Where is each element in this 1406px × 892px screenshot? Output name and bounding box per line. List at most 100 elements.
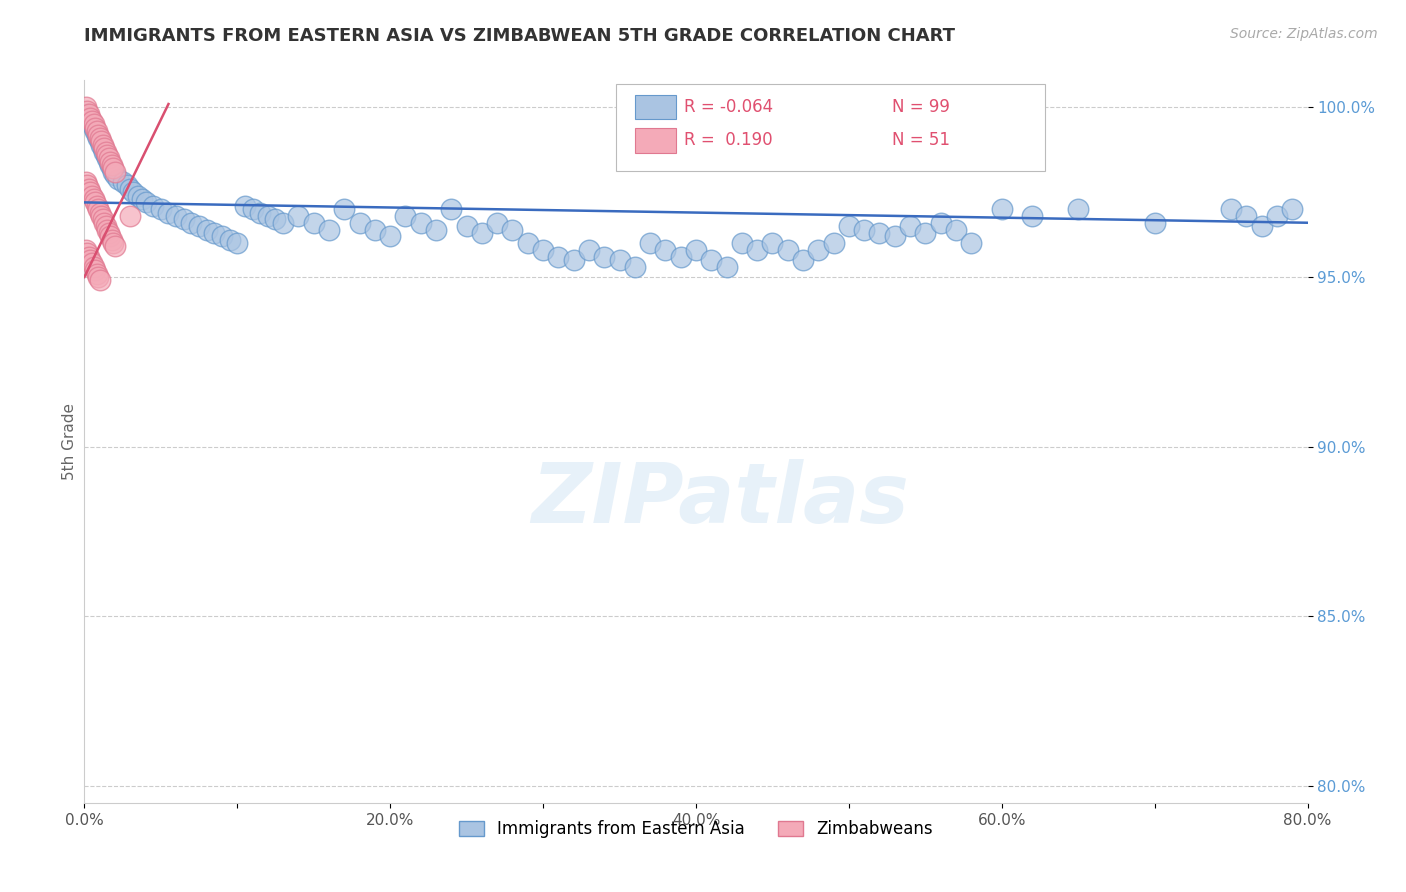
- Point: [86, 199, 108, 213]
- Point: [761, 236, 783, 251]
- Point: [80, 188, 103, 202]
- Point: [823, 236, 845, 251]
- Point: [91, 141, 114, 155]
- Point: [76, 246, 98, 260]
- Point: [960, 236, 983, 251]
- Point: [87, 202, 110, 217]
- Point: [945, 222, 967, 236]
- Point: [98, 229, 121, 244]
- Point: [883, 229, 905, 244]
- Point: [83, 192, 105, 206]
- Text: R =  0.190: R = 0.190: [683, 131, 772, 149]
- Point: [77, 107, 100, 121]
- FancyBboxPatch shape: [636, 128, 676, 153]
- Point: [96, 148, 118, 162]
- Point: [97, 226, 120, 240]
- Point: [79, 185, 101, 199]
- Point: [409, 216, 432, 230]
- Point: [115, 178, 138, 193]
- Point: [593, 250, 616, 264]
- Point: [562, 253, 585, 268]
- Point: [486, 216, 509, 230]
- Point: [76, 103, 98, 118]
- Text: Source: ZipAtlas.com: Source: ZipAtlas.com: [1230, 27, 1378, 41]
- Point: [86, 124, 108, 138]
- Point: [76, 107, 98, 121]
- Point: [669, 250, 692, 264]
- Point: [1143, 216, 1166, 230]
- Point: [90, 134, 112, 148]
- Point: [578, 243, 600, 257]
- Point: [84, 124, 107, 138]
- Point: [103, 161, 125, 176]
- Point: [97, 154, 120, 169]
- Point: [333, 202, 356, 217]
- Point: [84, 120, 107, 135]
- Point: [264, 212, 287, 227]
- Point: [135, 195, 157, 210]
- Point: [165, 209, 187, 223]
- Point: [91, 137, 114, 152]
- Point: [242, 202, 264, 217]
- FancyBboxPatch shape: [636, 95, 676, 120]
- Point: [747, 243, 769, 257]
- Point: [90, 137, 112, 152]
- Point: [127, 188, 149, 202]
- Point: [94, 148, 117, 162]
- Point: [853, 222, 876, 236]
- Point: [104, 239, 127, 253]
- Point: [89, 134, 111, 148]
- Point: [122, 185, 145, 199]
- Point: [98, 158, 121, 172]
- Point: [80, 256, 103, 270]
- Point: [142, 199, 165, 213]
- Point: [226, 236, 249, 251]
- Point: [107, 171, 129, 186]
- Point: [91, 212, 114, 227]
- Point: [202, 226, 225, 240]
- Point: [914, 226, 936, 240]
- Point: [716, 260, 738, 274]
- Point: [97, 151, 120, 165]
- Point: [111, 175, 134, 189]
- Point: [425, 222, 447, 236]
- Point: [456, 219, 478, 234]
- Point: [96, 222, 118, 236]
- Point: [80, 114, 103, 128]
- Text: R = -0.064: R = -0.064: [683, 98, 773, 116]
- Point: [380, 229, 402, 244]
- Text: N = 99: N = 99: [891, 98, 949, 116]
- Point: [991, 202, 1014, 217]
- Point: [1236, 209, 1258, 223]
- Point: [120, 182, 142, 196]
- Point: [364, 222, 387, 236]
- Point: [547, 250, 569, 264]
- Point: [77, 182, 100, 196]
- Point: [302, 216, 325, 230]
- Point: [79, 253, 101, 268]
- Point: [792, 253, 814, 268]
- Point: [731, 236, 754, 251]
- Point: [101, 161, 124, 176]
- Point: [149, 202, 172, 217]
- Point: [98, 154, 121, 169]
- Point: [94, 219, 117, 234]
- Point: [654, 243, 676, 257]
- Point: [75, 243, 97, 257]
- Point: [87, 131, 110, 145]
- Point: [609, 253, 631, 268]
- Legend: Immigrants from Eastern Asia, Zimbabweans: Immigrants from Eastern Asia, Zimbabwean…: [453, 814, 939, 845]
- Point: [89, 131, 111, 145]
- Point: [188, 219, 211, 234]
- Point: [83, 120, 105, 135]
- Point: [104, 165, 127, 179]
- Point: [440, 202, 463, 217]
- Point: [79, 111, 101, 125]
- Point: [233, 199, 256, 213]
- Point: [898, 219, 921, 234]
- Text: ZIPatlas: ZIPatlas: [531, 458, 910, 540]
- Point: [90, 209, 112, 223]
- Point: [776, 243, 799, 257]
- Point: [157, 205, 180, 219]
- Point: [502, 222, 524, 236]
